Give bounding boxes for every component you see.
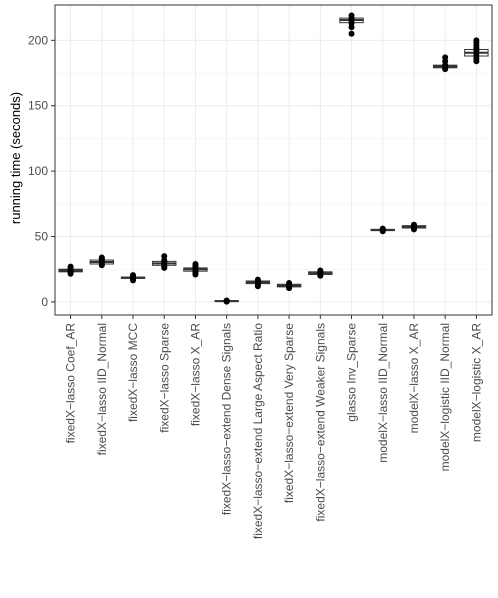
data-point bbox=[348, 30, 355, 37]
x-tick-label: fixedX−lasso−extend Weaker Signals bbox=[313, 323, 327, 522]
box-group bbox=[245, 276, 271, 290]
data-point bbox=[254, 276, 261, 283]
boxes bbox=[58, 12, 489, 305]
x-tick-label: modelX−logistic X_AR bbox=[469, 323, 483, 442]
box-group bbox=[339, 12, 364, 37]
data-point bbox=[192, 260, 199, 267]
x-tick-label: fixedX−lasso Coef_AR bbox=[64, 323, 78, 444]
box-group bbox=[432, 54, 458, 73]
x-tick-label: fixedX−lasso MCC bbox=[126, 323, 140, 422]
box-group bbox=[89, 254, 115, 269]
y-tick-label: 0 bbox=[41, 295, 48, 309]
panel-border bbox=[54, 4, 493, 316]
box-group bbox=[464, 37, 489, 65]
x-axis: fixedX−lasso Coef_AR fixedX−lasso IID_Nor… bbox=[64, 315, 483, 539]
y-tick-label: 100 bbox=[28, 164, 48, 178]
x-tick-label: modelX−lasso IID_Normal bbox=[376, 323, 390, 463]
x-tick-label: fixedX−lasso−extend Dense Signals bbox=[220, 323, 234, 515]
data-point bbox=[130, 272, 137, 279]
data-point bbox=[161, 253, 168, 260]
x-tick-label: fixedX−lasso IID_Normal bbox=[95, 323, 109, 455]
x-tick-label: modelX−logistic IID_Normal bbox=[438, 323, 452, 471]
data-point bbox=[317, 267, 324, 274]
y-axis: 0 50 100 150 200 bbox=[28, 33, 55, 309]
data-point bbox=[473, 37, 480, 44]
box-group bbox=[401, 221, 427, 233]
box-group bbox=[276, 279, 302, 292]
x-tick-label: fixedX−lasso−extend Large Aspect Ratio bbox=[251, 323, 265, 539]
box-group bbox=[58, 263, 83, 277]
x-tick-label: fixedX−lasso X_AR bbox=[188, 323, 202, 426]
box-group bbox=[308, 267, 333, 279]
plot-panel bbox=[54, 4, 493, 316]
data-point bbox=[67, 263, 74, 270]
x-tick-label: modelX−lasso X_AR bbox=[407, 323, 421, 434]
box-group bbox=[214, 297, 239, 305]
data-point bbox=[98, 254, 105, 261]
x-tick-label: glasso Inv_Sparse bbox=[345, 323, 359, 422]
y-tick-label: 200 bbox=[28, 33, 48, 47]
y-axis-title: running time (seconds) bbox=[8, 92, 23, 224]
data-point bbox=[223, 297, 230, 304]
y-tick-label: 50 bbox=[35, 230, 49, 244]
x-tick-label: fixedX−lasso Sparse bbox=[157, 323, 171, 433]
data-point bbox=[379, 225, 386, 232]
data-point bbox=[286, 279, 293, 286]
box-group bbox=[152, 253, 177, 271]
box-group bbox=[183, 260, 208, 278]
y-tick-label: 150 bbox=[28, 99, 48, 113]
box-group bbox=[370, 225, 395, 235]
data-point bbox=[410, 221, 417, 228]
data-point bbox=[348, 12, 355, 19]
box-group bbox=[120, 272, 146, 284]
data-point bbox=[442, 54, 449, 61]
x-tick-label: fixedX−lasso−extend Very Sparse bbox=[282, 323, 296, 503]
